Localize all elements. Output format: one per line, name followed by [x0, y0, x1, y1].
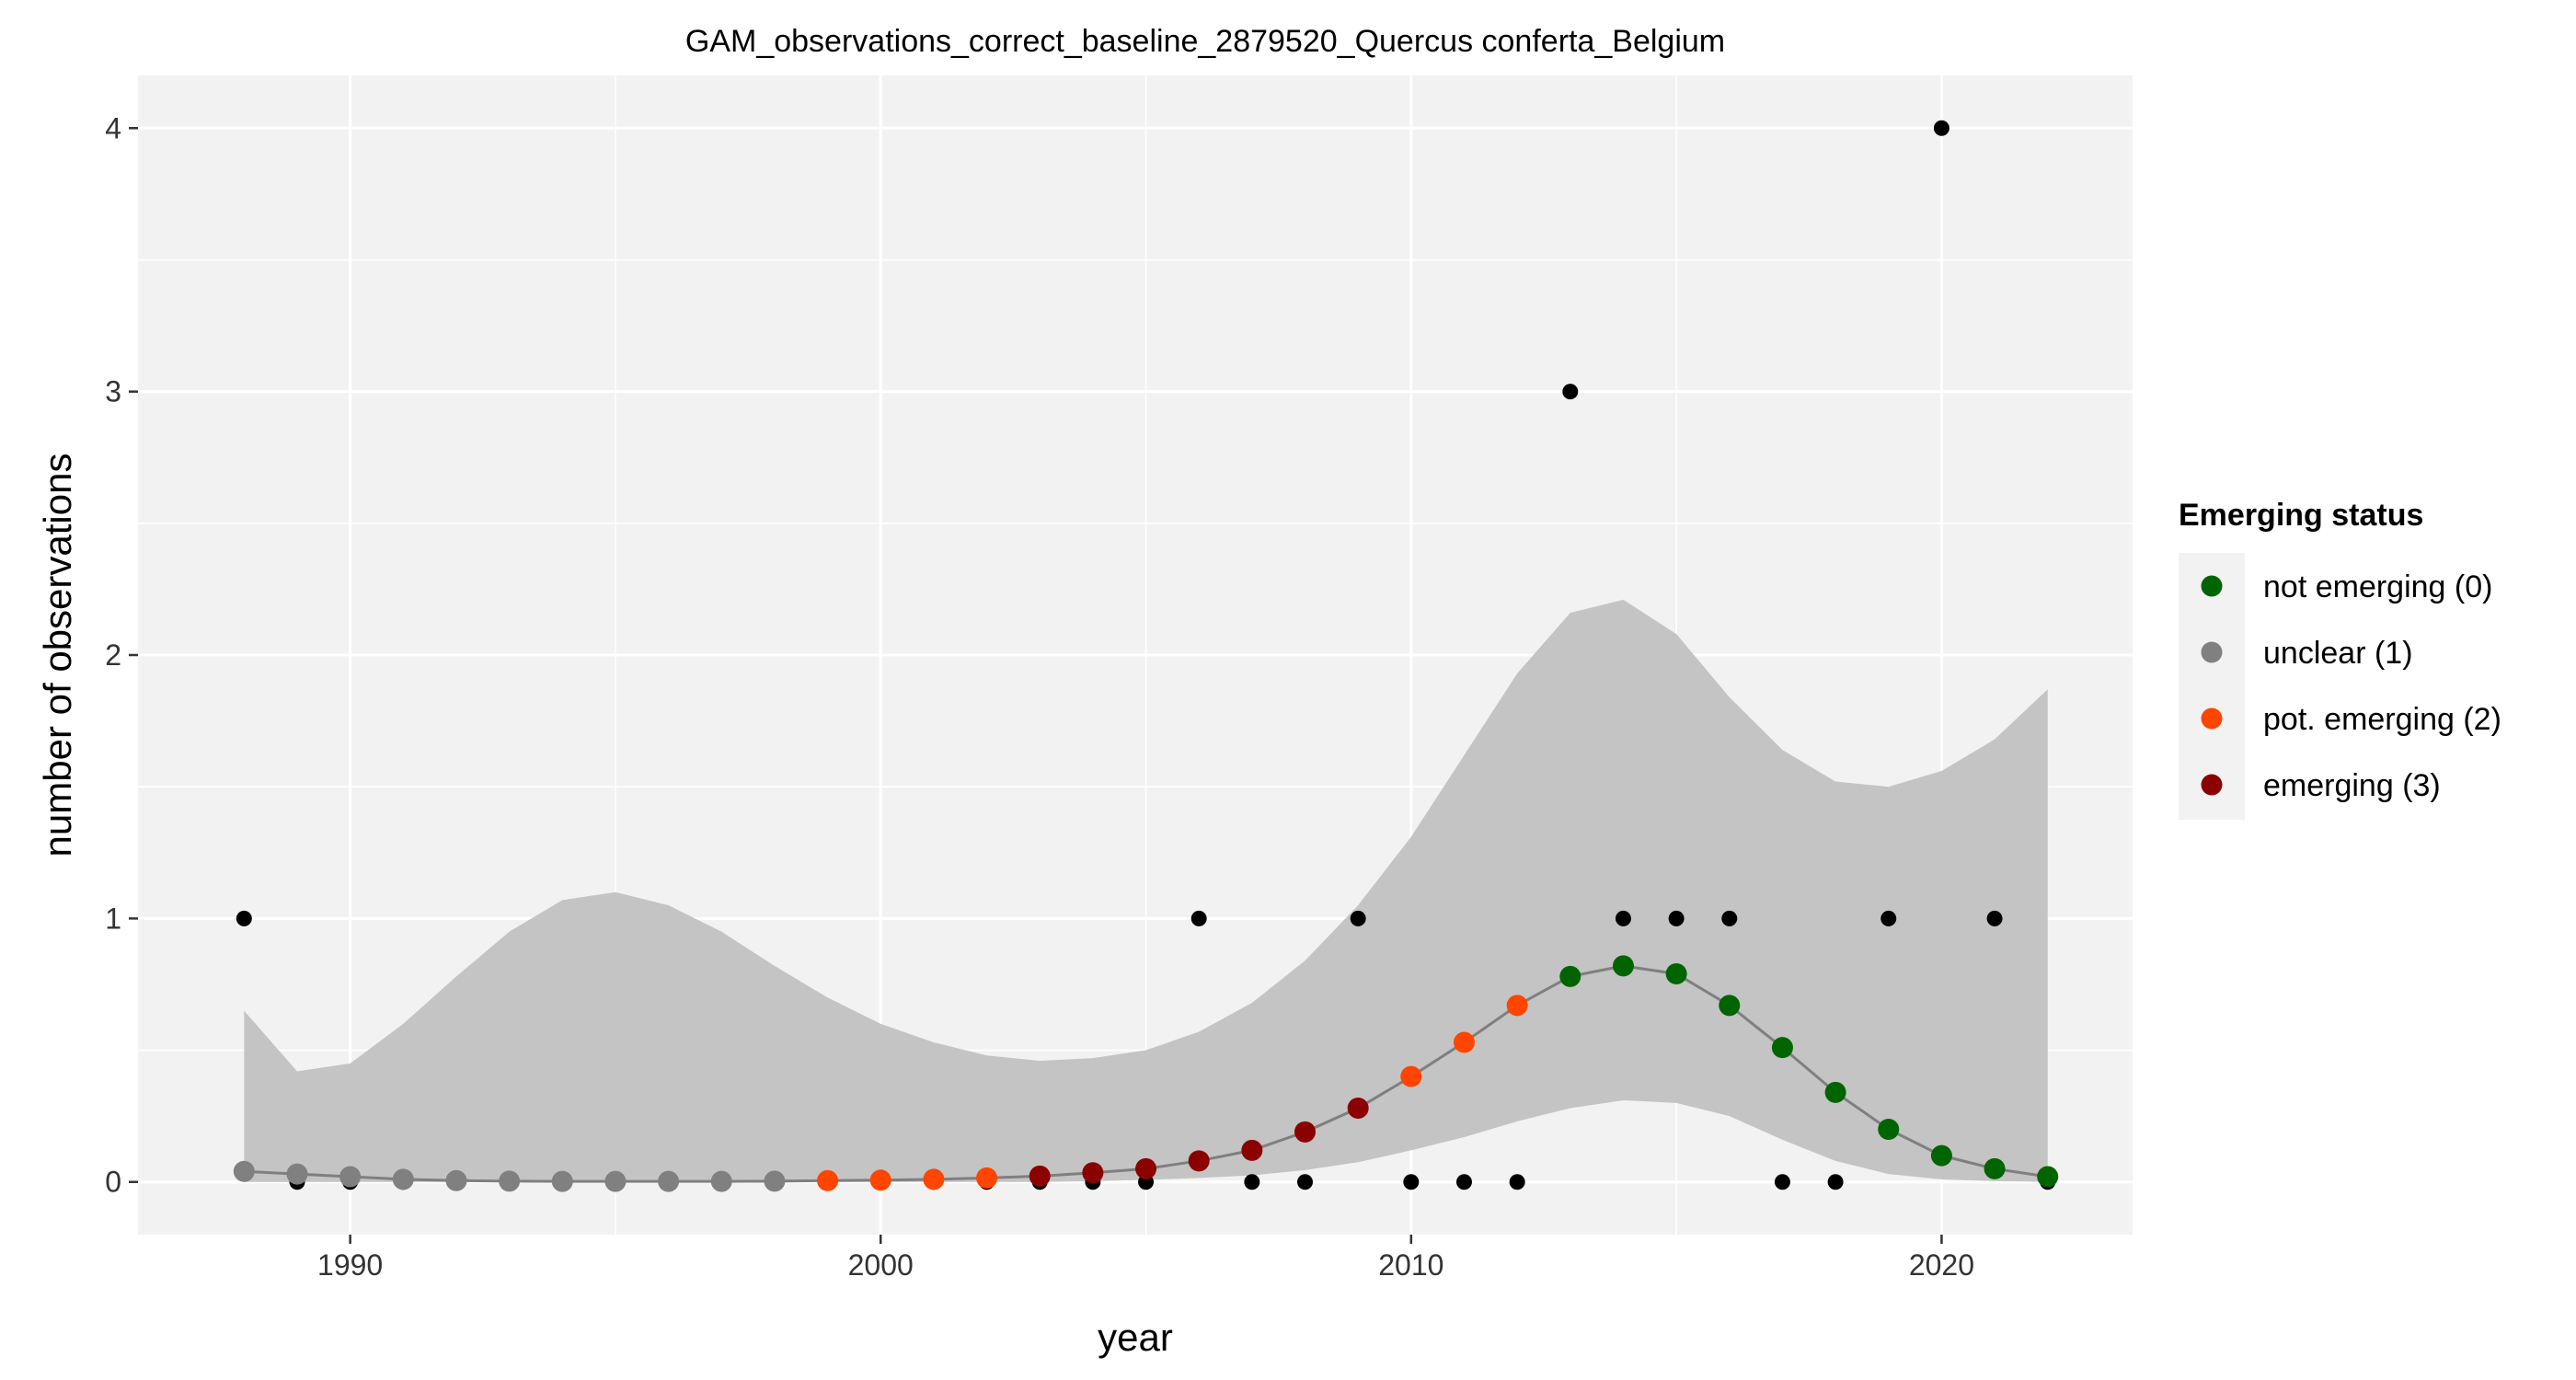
fitted-point	[339, 1166, 362, 1188]
fitted-point	[976, 1167, 998, 1189]
fitted-point	[1294, 1121, 1317, 1143]
confidence-band-layer	[244, 599, 2048, 1182]
observation-point	[1986, 910, 2003, 926]
fitted-point	[1453, 1031, 1475, 1053]
observation-point	[1244, 1174, 1260, 1190]
observation-point	[1827, 1174, 1844, 1190]
x-tick-label: 1990	[317, 1248, 383, 1282]
legend-key	[2201, 774, 2223, 796]
y-axis-title: number of observations	[36, 454, 79, 857]
axes-layer: 1990 2000 2010 2020 0 1 2 3 4	[105, 111, 1974, 1282]
fitted-point	[1930, 1144, 1952, 1167]
legend-key	[2201, 707, 2223, 730]
fitted-point	[2037, 1166, 2059, 1188]
fitted-points-layer	[233, 955, 2059, 1192]
fitted-point	[1878, 1118, 1900, 1140]
fitted-point	[1665, 963, 1687, 984]
fitted-point	[1241, 1139, 1263, 1161]
legend-entries: not emerging (0) unclear (1) pot. emerging…	[2201, 569, 2501, 803]
legend: Emerging status not emerging (0) unclear …	[2179, 498, 2501, 820]
fitted-point	[1347, 1098, 1369, 1120]
fitted-point	[764, 1170, 786, 1192]
legend-key	[2201, 641, 2223, 663]
legend-key	[2201, 575, 2223, 597]
observation-point	[1668, 910, 1685, 926]
observation-point	[1350, 910, 1366, 926]
fitted-point	[445, 1169, 467, 1191]
y-tick-label: 4	[105, 111, 121, 144]
observation-point	[1774, 1174, 1790, 1190]
y-tick-label: 0	[105, 1166, 121, 1199]
observation-point	[1509, 1174, 1525, 1190]
fitted-point	[1719, 995, 1741, 1017]
x-tick-label: 2000	[848, 1248, 914, 1282]
fitted-point	[1188, 1150, 1210, 1172]
y-tick-label: 2	[105, 638, 121, 672]
observation-point	[1403, 1174, 1420, 1190]
fitted-point	[604, 1170, 627, 1192]
fitted-point	[392, 1168, 414, 1190]
fitted-point	[1824, 1081, 1846, 1103]
observation-point	[1297, 1174, 1314, 1190]
fitted-point	[1612, 955, 1634, 977]
legend-label: pot. emerging (2)	[2263, 702, 2501, 737]
fitted-point	[1082, 1162, 1104, 1184]
fitted-point	[1029, 1165, 1051, 1187]
x-tick-label: 2010	[1378, 1248, 1443, 1282]
chart-title: GAM_observations_correct_baseline_287952…	[685, 24, 1725, 59]
fitted-point	[869, 1169, 891, 1191]
fitted-point	[1984, 1157, 2006, 1179]
fitted-point	[286, 1163, 308, 1185]
observation-point	[1455, 1174, 1472, 1190]
y-tick-label: 1	[105, 902, 121, 935]
fitted-point	[499, 1170, 521, 1192]
legend-label: unclear (1)	[2263, 636, 2413, 671]
x-axis-title: year	[1098, 1316, 1173, 1359]
fitted-point	[923, 1168, 945, 1190]
observation-point	[236, 910, 252, 926]
legend-label: not emerging (0)	[2263, 569, 2492, 604]
fitted-point	[233, 1160, 255, 1182]
fitted-point	[710, 1170, 732, 1192]
fitted-point	[1400, 1065, 1422, 1087]
fitted-point	[1135, 1157, 1157, 1179]
observation-point	[1721, 910, 1738, 926]
x-tick-label: 2020	[1909, 1248, 1974, 1282]
y-tick-label: 3	[105, 375, 121, 408]
observation-point	[1933, 120, 1949, 136]
legend-label: emerging (3)	[2263, 768, 2441, 803]
fitted-point	[658, 1170, 680, 1192]
fitted-point	[1506, 995, 1528, 1017]
confidence-band	[244, 599, 2048, 1182]
observation-point	[1562, 384, 1579, 400]
observation-point	[1190, 910, 1207, 926]
legend-title: Emerging status	[2179, 498, 2423, 533]
fitted-point	[551, 1170, 573, 1192]
observation-point	[1615, 910, 1631, 926]
fitted-point	[1559, 965, 1581, 987]
observation-point	[1880, 910, 1897, 926]
fitted-point	[817, 1169, 839, 1191]
fitted-point	[1771, 1037, 1793, 1059]
